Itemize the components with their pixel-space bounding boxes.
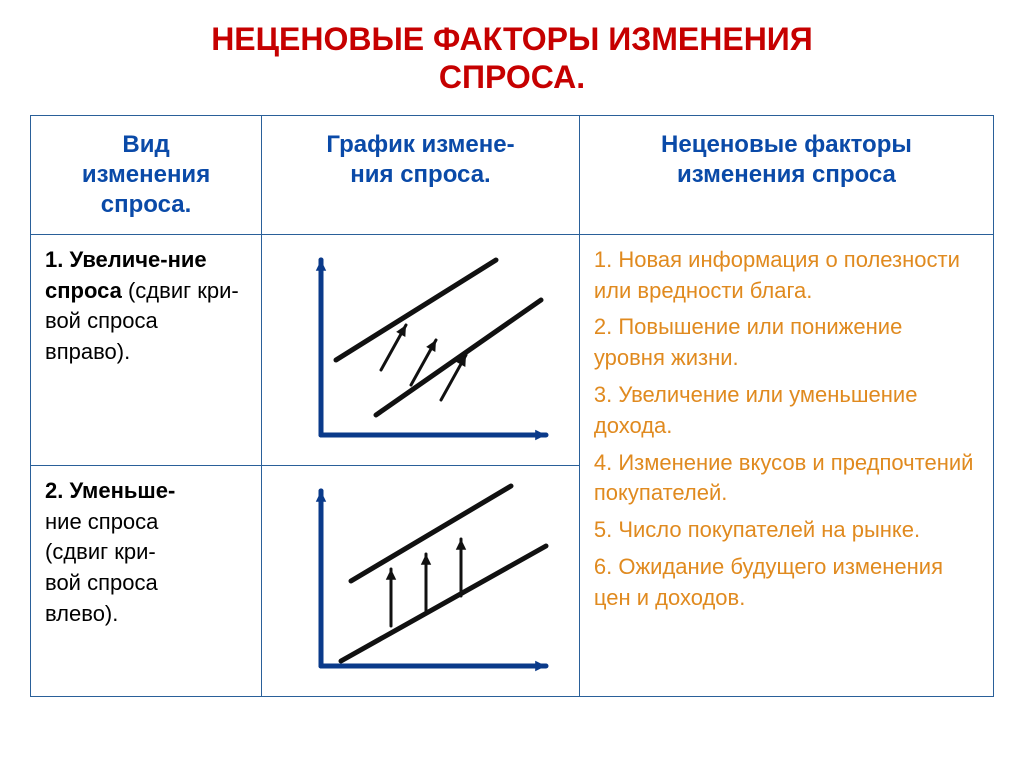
header-col3-l2: изменения спроса	[677, 161, 896, 188]
header-col1: Вид изменения спроса.	[31, 115, 262, 234]
title-line-1: НЕЦЕНОВЫЕ ФАКТОРЫ ИЗМЕНЕНИЯ	[211, 21, 813, 57]
main-table: Вид изменения спроса. График измене- ния…	[30, 115, 994, 697]
title-line-2: СПРОСА.	[439, 59, 585, 95]
row-increase: 1. Увеличе-ние спроса (сдвиг кри-вой спр…	[31, 234, 994, 465]
header-row: Вид изменения спроса. График измене- ния…	[31, 115, 994, 234]
header-col1-l2: изменения	[82, 161, 210, 188]
header-col1-l1: Вид	[122, 131, 169, 158]
chart1-cell	[262, 234, 580, 465]
row2-l5: влево).	[45, 599, 247, 630]
row2-l3: (сдвиг кри-	[45, 537, 247, 568]
header-col3: Неценовые факторы изменения спроса	[579, 115, 993, 234]
factor-4: 4. Изменение вкусов и предпочтений покуп…	[594, 448, 979, 510]
factor-1: 1. Новая информация о полезности или вре…	[594, 245, 979, 307]
row1-num: 1.	[45, 247, 63, 272]
row2-l4: вой спроса	[45, 568, 247, 599]
factor-3: 3. Увеличение или уменьшение дохода.	[594, 380, 979, 442]
row2-num: 2.	[45, 478, 63, 503]
header-col2: График измене- ния спроса.	[262, 115, 580, 234]
row1-desc: 1. Увеличе-ние спроса (сдвиг кри-вой спр…	[31, 234, 262, 465]
row2-lead: Уменьше-	[63, 478, 175, 503]
chart2-cell	[262, 465, 580, 696]
factors-cell: 1. Новая информация о полезности или вре…	[579, 234, 993, 696]
header-col3-l1: Неценовые факторы	[661, 131, 912, 158]
row2-l2: ние спроса	[45, 507, 247, 538]
factor-5: 5. Число покупателей на рынке.	[594, 515, 979, 546]
header-col1-l3: спроса.	[101, 191, 192, 218]
demand-decrease-chart	[281, 476, 561, 686]
factor-2: 2. Повышение или понижение уровня жизни.	[594, 312, 979, 374]
factor-6: 6. Ожидание будущего изменения цен и дох…	[594, 552, 979, 614]
header-col2-l1: График измене-	[326, 131, 514, 158]
demand-increase-chart	[281, 245, 561, 455]
slide-title: НЕЦЕНОВЫЕ ФАКТОРЫ ИЗМЕНЕНИЯ СПРОСА.	[30, 20, 994, 97]
row2-desc: 2. Уменьше- ние спроса (сдвиг кри- вой с…	[31, 465, 262, 696]
header-col2-l2: ния спроса.	[350, 161, 490, 188]
